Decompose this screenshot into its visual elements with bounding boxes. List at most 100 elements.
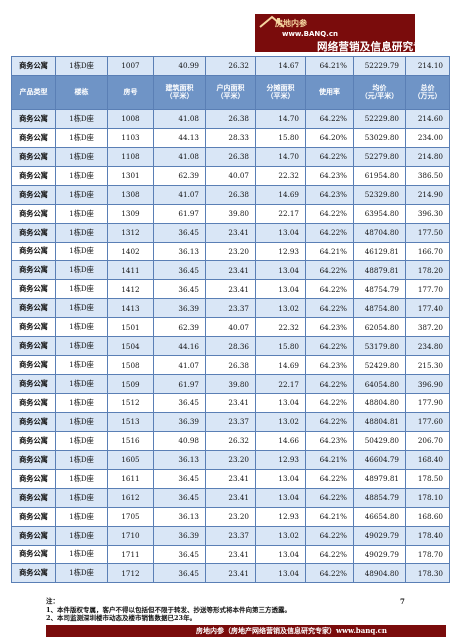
cell-building: 1栋D座 (55, 355, 108, 376)
cell-inner-area: 23.20 (205, 449, 256, 470)
cell-shared-area: 13.04 (255, 487, 306, 508)
cell-room: 1412 (107, 279, 154, 300)
cell-total-price: 177.60 (405, 411, 450, 432)
cell-building: 1栋D座 (55, 146, 108, 167)
cell-total-price: 178.20 (405, 260, 450, 281)
table-row: 商务公寓 1栋D座 1412 36.45 23.41 13.04 64.22% 48754.7… (11, 279, 450, 300)
cell-room: 1411 (107, 260, 154, 281)
cell-building: 1栋D座 (55, 241, 108, 262)
cell-building: 1栋D座 (55, 430, 108, 451)
cell-building: 1栋D座 (55, 279, 108, 300)
cell-built-area: 41.08 (153, 108, 206, 129)
cell-unit-price: 48754.79 (353, 279, 406, 300)
table-row: 商务公寓 1栋D座 1411 36.45 23.41 13.04 64.22% 48879.8… (11, 260, 450, 281)
cell-type: 商务公寓 (11, 222, 56, 243)
price-table-body: 商务公寓 1栋D座 1007 40.99 26.32 14.67 64.21% 52229.7… (11, 56, 450, 584)
cell-total-price: 234.80 (405, 336, 450, 357)
brand-site: www.BANQ.cn (282, 30, 338, 38)
cell-building: 1栋D座 (55, 108, 108, 129)
table-row: 商务公寓 1栋D座 1108 41.08 26.38 14.70 64.22% 52279.8… (11, 146, 450, 167)
cell-shared-area: 22.17 (255, 374, 306, 394)
cell-usage-rate: 64.23% (305, 317, 354, 338)
header-built-area: 建筑面积 （平米） (153, 74, 206, 110)
cell-room: 1612 (107, 487, 154, 508)
cell-unit-price: 48879.81 (353, 260, 406, 281)
cell-unit-price: 64054.80 (353, 374, 406, 394)
cell-room: 1710 (107, 525, 154, 546)
notes: 注： 1、本件版权专属，客户不得以包括但不限于转发、抄送等形式将本件向第三方透露… (46, 597, 291, 623)
cell-type: 商务公寓 (11, 146, 56, 167)
cell-type: 商务公寓 (11, 487, 56, 508)
table-row: 商务公寓 1栋D座 1711 36.45 23.41 13.04 64.22% 49029.7… (11, 544, 450, 565)
cell-usage-rate: 64.21% (305, 56, 354, 76)
cell-room: 1402 (107, 241, 154, 262)
cell-building: 1栋D座 (55, 127, 108, 148)
cell-inner-area: 23.41 (205, 260, 256, 281)
cell-total-price: 386.50 (405, 165, 450, 186)
cell-usage-rate: 64.22% (305, 544, 354, 565)
cell-total-price: 178.10 (405, 487, 450, 508)
cell-unit-price: 62054.80 (353, 317, 406, 338)
cell-built-area: 62.39 (153, 165, 206, 186)
brand-header: 房地内参 www.BANQ.cn 网络营销及信息研究专家 (255, 14, 435, 53)
cell-built-area: 36.39 (153, 411, 206, 432)
cell-usage-rate: 64.22% (305, 393, 354, 413)
cell-inner-area: 26.32 (205, 56, 256, 76)
cell-usage-rate: 64.22% (305, 222, 354, 243)
header-building: 楼栋 (55, 74, 108, 110)
cell-building: 1栋D座 (55, 222, 108, 243)
cell-unit-price: 49029.79 (353, 525, 406, 546)
price-table: 商务公寓 1栋D座 1007 40.99 26.32 14.67 64.21% 52229.7… (11, 56, 450, 584)
cell-unit-price: 63954.80 (353, 203, 406, 224)
table-row: 商务公寓 1栋D座 1705 36.13 23.20 12.93 64.21% 46654.8… (11, 506, 450, 527)
cell-inner-area: 39.80 (205, 203, 256, 224)
table-row: 商务公寓 1栋D座 1308 41.07 26.38 14.69 64.23% 52329.8… (11, 184, 450, 205)
cell-usage-rate: 64.22% (305, 487, 354, 508)
cell-usage-rate: 64.21% (305, 241, 354, 262)
cell-usage-rate: 64.22% (305, 203, 354, 224)
cell-building: 1栋D座 (55, 336, 108, 357)
cell-room: 1504 (107, 336, 154, 357)
table-row: 商务公寓 1栋D座 1402 36.13 23.20 12.93 64.21% 46129.8… (11, 241, 450, 262)
cell-shared-area: 14.69 (255, 355, 306, 376)
cell-unit-price: 53029.80 (353, 127, 406, 148)
cell-type: 商务公寓 (11, 393, 56, 413)
cell-built-area: 36.13 (153, 241, 206, 262)
cell-total-price: 214.90 (405, 184, 450, 205)
header-shared-area: 分摊面积 （平米） (255, 74, 306, 110)
cell-inner-area: 26.38 (205, 355, 256, 376)
page-number: 7 (400, 597, 405, 606)
cell-room: 1308 (107, 184, 154, 205)
cell-building: 1栋D座 (55, 260, 108, 281)
cell-type: 商务公寓 (11, 430, 56, 451)
cell-built-area: 61.97 (153, 203, 206, 224)
cell-shared-area: 13.04 (255, 563, 306, 584)
cell-room: 1711 (107, 544, 154, 565)
cell-room: 1705 (107, 506, 154, 527)
cell-shared-area: 14.70 (255, 146, 306, 167)
table-row: 商务公寓 1栋D座 1501 62.39 40.07 22.32 64.23% 62054.8… (11, 317, 450, 338)
cell-room: 1501 (107, 317, 154, 338)
table-row: 商务公寓 1栋D座 1516 40.98 26.32 14.66 64.23% 50429.8… (11, 430, 450, 451)
cell-shared-area: 13.04 (255, 279, 306, 300)
cell-total-price: 215.30 (405, 355, 450, 376)
header-type: 产品类型 (11, 74, 56, 110)
cell-usage-rate: 64.23% (305, 355, 354, 376)
footer-text: 房地内参（房地产网络营销及信息研究专家）www.banq.cn (196, 626, 388, 635)
cell-built-area: 41.07 (153, 184, 206, 205)
cell-usage-rate: 64.22% (305, 279, 354, 300)
cell-built-area: 36.13 (153, 506, 206, 527)
cell-inner-area: 23.20 (205, 506, 256, 527)
header-room: 房号 (107, 74, 154, 110)
cell-shared-area: 13.04 (255, 222, 306, 243)
cell-building: 1栋D座 (55, 298, 108, 319)
table-row: 商务公寓 1栋D座 1312 36.45 23.41 13.04 64.22% 48704.8… (11, 222, 450, 243)
cell-unit-price: 49029.79 (353, 544, 406, 565)
table-row: 商务公寓 1栋D座 1309 61.97 39.80 22.17 64.22% 63954.8… (11, 203, 450, 224)
house-logo-icon (259, 15, 285, 28)
cell-room: 1611 (107, 468, 154, 489)
cell-building: 1栋D座 (55, 525, 108, 546)
cell-built-area: 36.45 (153, 544, 206, 565)
cell-shared-area: 22.32 (255, 165, 306, 186)
cell-built-area: 44.16 (153, 336, 206, 357)
